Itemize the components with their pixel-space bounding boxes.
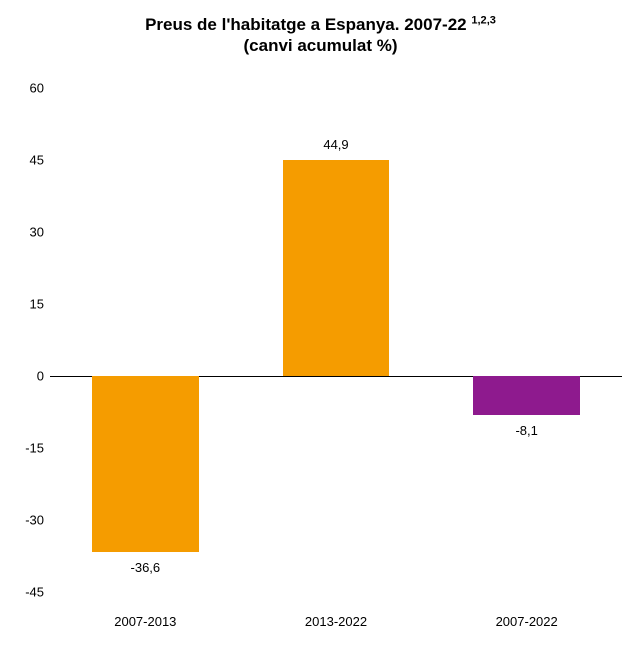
y-tick-label: -30: [25, 513, 50, 528]
bar-value-label: -36,6: [131, 560, 161, 575]
bar: [473, 376, 580, 415]
x-category-label: 2007-2013: [114, 614, 176, 629]
bar-value-label: 44,9: [323, 137, 348, 152]
y-tick-label: -15: [25, 441, 50, 456]
y-tick-label: -45: [25, 585, 50, 600]
bar: [283, 160, 390, 376]
title-line-1: Preus de l'habitatge a Espanya. 2007-22: [145, 15, 467, 34]
y-tick-label: 30: [30, 225, 50, 240]
y-tick-label: 0: [37, 369, 50, 384]
y-tick-label: 45: [30, 153, 50, 168]
bar: [92, 376, 199, 552]
plot-area: -45-30-15015304560-36,62007-201344,92013…: [50, 88, 622, 592]
bar-value-label: -8,1: [515, 423, 537, 438]
y-tick-label: 15: [30, 297, 50, 312]
x-category-label: 2013-2022: [305, 614, 367, 629]
title-line-2: (canvi acumulat %): [0, 35, 641, 56]
title-superscript: 1,2,3: [471, 14, 496, 26]
chart-container: Preus de l'habitatge a Espanya. 2007-22 …: [0, 0, 641, 651]
y-tick-label: 60: [30, 81, 50, 96]
chart-title: Preus de l'habitatge a Espanya. 2007-22 …: [0, 0, 641, 57]
x-category-label: 2007-2022: [496, 614, 558, 629]
